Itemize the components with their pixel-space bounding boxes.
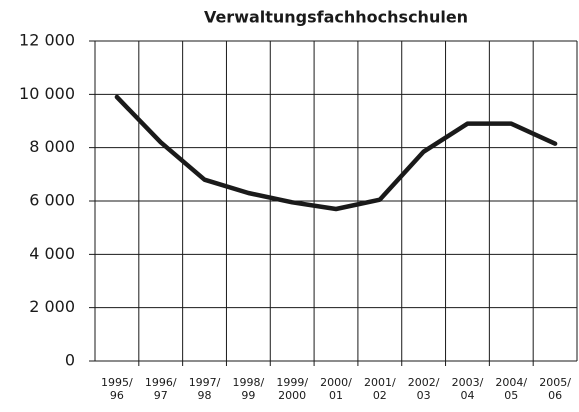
x-tick-label-line: 05 bbox=[504, 389, 518, 402]
x-tick-label-line: 1998/ bbox=[233, 376, 265, 389]
x-tick-label-line: 2001/ bbox=[364, 376, 396, 389]
chart-title: Verwaltungsfachhochschulen bbox=[204, 8, 468, 27]
x-tick-label: 1996/97 bbox=[145, 376, 177, 402]
x-tick-label: 2005/06 bbox=[539, 376, 571, 402]
x-tick-label-line: 04 bbox=[460, 389, 474, 402]
y-tick-label: 4 000 bbox=[29, 244, 75, 263]
x-tick-label-line: 97 bbox=[154, 389, 168, 402]
y-tick-label: 10 000 bbox=[19, 84, 75, 103]
x-tick-label-line: 02 bbox=[373, 389, 387, 402]
x-tick-label-line: 06 bbox=[548, 389, 562, 402]
x-tick-label: 2002/03 bbox=[408, 376, 440, 402]
y-tick-label: 0 bbox=[65, 351, 75, 370]
x-tick-label-line: 1999/ bbox=[276, 376, 308, 389]
x-tick-label: 1999/2000 bbox=[276, 376, 308, 402]
x-tick-label-line: 01 bbox=[329, 389, 343, 402]
x-tick-label-line: 1997/ bbox=[189, 376, 221, 389]
y-tick-label: 8 000 bbox=[29, 137, 75, 156]
x-tick-label-line: 2005/ bbox=[539, 376, 571, 389]
x-tick-label-line: 2000 bbox=[278, 389, 306, 402]
x-tick-label-line: 99 bbox=[241, 389, 255, 402]
x-tick-label: 1995/96 bbox=[101, 376, 133, 402]
x-tick-label: 1997/98 bbox=[189, 376, 221, 402]
x-tick-label-line: 2002/ bbox=[408, 376, 440, 389]
x-tick-label-line: 1995/ bbox=[101, 376, 133, 389]
y-tick-label: 6 000 bbox=[29, 191, 75, 210]
x-tick-label-line: 1996/ bbox=[145, 376, 177, 389]
x-tick-label: 2000/01 bbox=[320, 376, 352, 402]
x-tick-label-line: 2003/ bbox=[452, 376, 484, 389]
x-tick-label-line: 03 bbox=[417, 389, 431, 402]
y-tick-label: 12 000 bbox=[19, 31, 75, 50]
x-tick-label-line: 2004/ bbox=[495, 376, 527, 389]
x-tick-label-line: 98 bbox=[198, 389, 212, 402]
x-tick-label-line: 2000/ bbox=[320, 376, 352, 389]
y-tick-label: 2 000 bbox=[29, 297, 75, 316]
x-tick-label-line: 96 bbox=[110, 389, 124, 402]
x-tick-label: 2004/05 bbox=[495, 376, 527, 402]
line bbox=[114, 94, 558, 212]
x-tick-label: 2001/02 bbox=[364, 376, 396, 402]
x-tick-label: 1998/99 bbox=[233, 376, 265, 402]
x-tick-label: 2003/04 bbox=[452, 376, 484, 402]
